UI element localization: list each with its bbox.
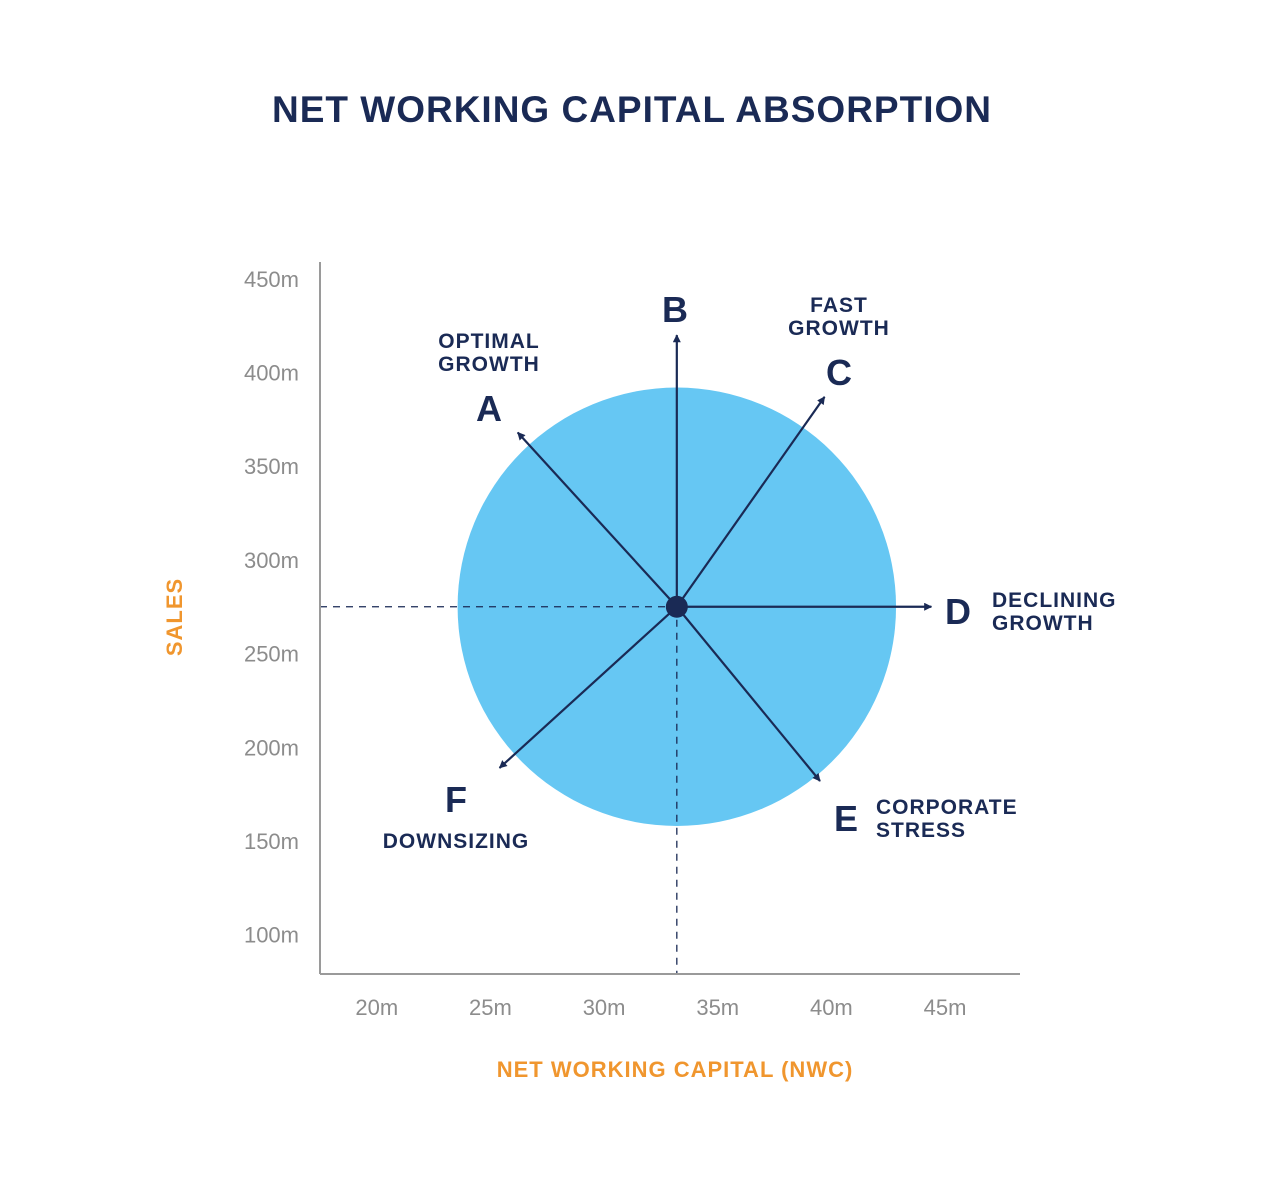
x-tick-label: 20m: [355, 995, 398, 1020]
x-tick-label: 25m: [469, 995, 512, 1020]
center-point: [665, 595, 688, 618]
label-optimal-growth-line-2: GROWTH: [438, 353, 540, 376]
y-tick-label: 400m: [244, 361, 299, 386]
y-tick-label: 350m: [244, 454, 299, 479]
arrow-a: [516, 431, 678, 608]
label-fast-growth-line-1: FAST: [810, 294, 868, 317]
x-tick-labels: 20m 25m 30m 35m 40m 45m: [355, 995, 966, 1020]
label-corporate-stress-line-1: CORPORATE: [876, 796, 1018, 819]
arrow-f: [498, 605, 678, 769]
label-fast-growth-line-2: GROWTH: [788, 317, 890, 340]
letter-d: D: [945, 591, 971, 632]
y-tick-label: 200m: [244, 735, 299, 760]
letter-c: C: [826, 352, 852, 393]
label-corporate-stress-line-2: STRESS: [876, 819, 966, 842]
y-tick-label: 450m: [244, 267, 299, 292]
direction-labels: A OPTIMAL GROWTH B C FAST GROWTH D DECLI…: [383, 289, 1117, 853]
x-axis-title: NET WORKING CAPITAL (NWC): [497, 1057, 854, 1082]
label-declining-growth-line-1: DECLINING: [992, 589, 1117, 612]
plot-area: [320, 334, 933, 974]
direction-arrows: [498, 334, 933, 782]
x-tick-label: 40m: [810, 995, 853, 1020]
y-axis-title: SALES: [162, 578, 187, 656]
letter-a: A: [476, 388, 502, 429]
y-tick-label: 150m: [244, 829, 299, 854]
y-tick-label: 300m: [244, 548, 299, 573]
y-tick-label: 250m: [244, 642, 299, 667]
letter-b: B: [662, 289, 688, 330]
label-optimal-growth-line-1: OPTIMAL: [438, 330, 540, 353]
y-tick-labels: 450m 400m 350m 300m 250m 200m 150m 100m: [244, 267, 299, 948]
arrow-c: [675, 396, 826, 608]
label-downsizing: DOWNSIZING: [383, 830, 530, 853]
chart-title: NET WORKING CAPITAL ABSORPTION: [272, 89, 992, 130]
y-tick-label: 100m: [244, 923, 299, 948]
label-declining-growth-line-2: GROWTH: [992, 612, 1094, 635]
x-tick-label: 35m: [696, 995, 739, 1020]
letter-f: F: [445, 779, 467, 820]
arrow-e: [675, 606, 821, 782]
x-tick-label: 45m: [924, 995, 967, 1020]
x-tick-label: 30m: [583, 995, 626, 1020]
letter-e: E: [834, 798, 858, 839]
